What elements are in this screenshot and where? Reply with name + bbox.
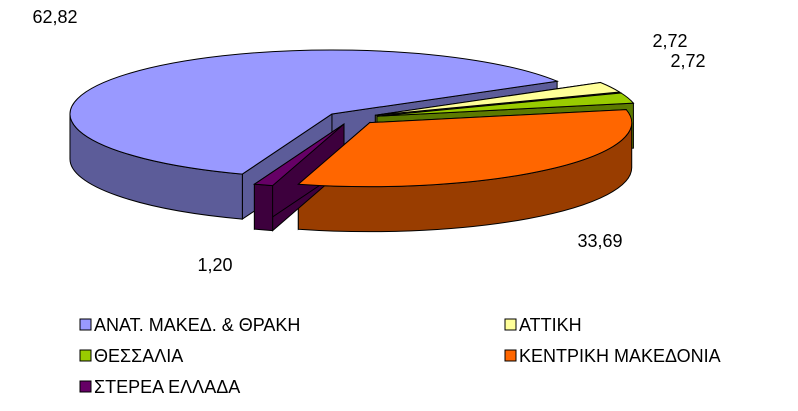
data-label: 62,82 xyxy=(32,7,77,27)
legend-label: ΑΤΤΙΚΗ xyxy=(519,315,582,335)
data-label: 33,69 xyxy=(577,231,622,251)
legend-swatch xyxy=(504,318,517,331)
legend-label: ΘΕΣΣΑΛΙΑ xyxy=(94,346,183,366)
slice xyxy=(297,109,633,188)
slice xyxy=(376,92,635,117)
data-label: 2,72 xyxy=(670,51,705,71)
slice xyxy=(375,81,622,116)
legend-swatch xyxy=(79,380,92,393)
slice xyxy=(252,123,345,187)
data-label: 1,20 xyxy=(197,255,232,275)
data-label: 2,72 xyxy=(652,31,687,51)
legend-label: ΚΕΝΤΡΙΚΗ ΜΑΚΕΔΟΝΙΑ xyxy=(519,346,721,366)
slice xyxy=(69,49,560,175)
legend-label: ΑΝΑΤ. ΜΑΚΕΔ. & ΘΡΑΚΗ xyxy=(94,315,300,335)
legend-label: ΣΤΕΡΕΑ ΕΛΛΑΔΑ xyxy=(94,377,240,397)
legend-swatch xyxy=(79,349,92,362)
legend-swatch xyxy=(504,349,517,362)
legend-swatch xyxy=(79,318,92,331)
slice-tops xyxy=(69,49,635,188)
slice-side xyxy=(253,183,274,232)
